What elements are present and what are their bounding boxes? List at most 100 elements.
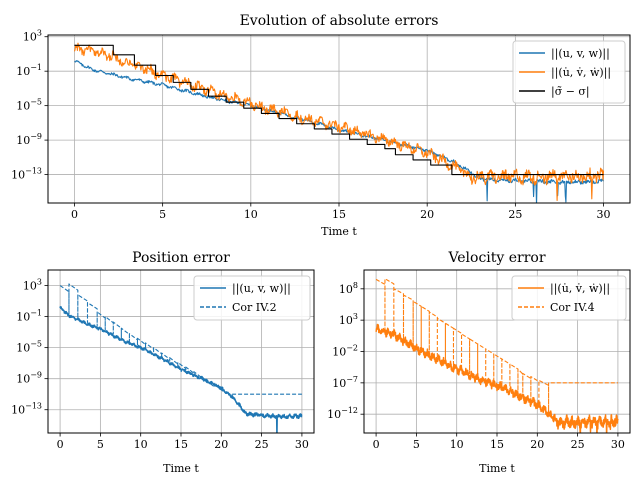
series-line xyxy=(375,278,618,415)
y-tick-base: 10 xyxy=(16,342,30,355)
x-tick-label: 30 xyxy=(611,438,625,451)
y-tick-exponent: 8 xyxy=(353,281,358,290)
y-tick-exponent: −5 xyxy=(30,340,42,349)
y-tick-exponent: 3 xyxy=(37,278,42,287)
y-tick-exponent: −13 xyxy=(25,167,42,176)
x-tick-label: 10 xyxy=(450,438,464,451)
legend-label: Cor IV.2 xyxy=(232,301,277,314)
y-tick-base: 10 xyxy=(332,346,346,359)
x-tick-label: 15 xyxy=(174,438,188,451)
x-tick-label: 5 xyxy=(159,208,166,221)
y-tick-base: 10 xyxy=(16,373,30,386)
y-tick-base: 10 xyxy=(327,408,341,421)
y-tick-label: 108 xyxy=(339,281,358,296)
chart-position-xlabel: Time t xyxy=(163,462,199,475)
y-tick-label: 10−9 xyxy=(16,132,42,147)
y-tick-exponent: 3 xyxy=(353,312,358,321)
y-tick-base: 10 xyxy=(332,377,346,390)
y-tick-base: 10 xyxy=(339,314,353,327)
y-tick-label: 10−7 xyxy=(332,375,358,390)
legend-label: ||(u̇, v̇, ẇ)|| xyxy=(551,66,611,80)
y-tick-exponent: −2 xyxy=(346,344,358,353)
series-group xyxy=(59,283,303,433)
y-tick-exponent: −9 xyxy=(30,371,42,380)
chart-top-xlabel: Time t xyxy=(321,225,357,238)
x-tick-label: 5 xyxy=(413,438,420,451)
x-tick-label: 20 xyxy=(420,208,434,221)
y-tick-label: 10−5 xyxy=(16,98,42,113)
y-tick-exponent: −1 xyxy=(30,309,42,318)
series-line xyxy=(59,283,302,398)
y-tick-base: 10 xyxy=(16,65,30,78)
y-tick-label: 10−13 xyxy=(11,167,42,182)
x-tick-label: 20 xyxy=(214,438,228,451)
y-tick-base: 10 xyxy=(23,31,37,44)
x-tick-label: 30 xyxy=(597,208,611,221)
series-line xyxy=(375,323,619,433)
series-group xyxy=(73,42,605,203)
y-tick-exponent: −9 xyxy=(30,132,42,141)
series-line xyxy=(59,306,303,433)
chart-velocity-xlabel: Time t xyxy=(479,462,515,475)
y-tick-label: 103 xyxy=(23,29,42,44)
chart-top-series xyxy=(73,42,605,203)
y-tick-exponent: −12 xyxy=(341,406,358,415)
y-tick-base: 10 xyxy=(16,100,30,113)
y-tick-base: 10 xyxy=(16,311,30,324)
chart-position-series xyxy=(59,283,303,433)
y-tick-base: 10 xyxy=(23,280,37,293)
legend-label: Cor IV.4 xyxy=(550,301,595,314)
y-tick-exponent: −7 xyxy=(346,375,358,384)
y-tick-exponent: −5 xyxy=(30,98,42,107)
x-tick-label: 10 xyxy=(244,208,258,221)
y-tick-exponent: −13 xyxy=(25,402,42,411)
chart-velocity-series xyxy=(375,278,619,433)
chart-position-title: Position error xyxy=(132,250,230,266)
chart-top-legend: ||(u, v, w)|| ||(u̇, v̇, ẇ)|| |σ̃ − σ| xyxy=(512,40,626,104)
chart-top: Evolution of absolute errors 0 5 10 15 20 25 3… xyxy=(11,13,631,238)
x-tick-label: 25 xyxy=(255,438,269,451)
y-tick-label: 10−2 xyxy=(332,344,358,359)
chart-velocity-title: Velocity error xyxy=(447,250,545,266)
y-tick-label: 103 xyxy=(23,278,42,293)
legend-box xyxy=(511,275,627,321)
y-tick-label: 103 xyxy=(339,312,358,327)
chart-top-title: Evolution of absolute errors xyxy=(240,13,439,29)
legend-label: ||(u̇, v̇, ẇ)|| xyxy=(550,282,610,296)
y-tick-label: 10−12 xyxy=(327,406,358,421)
x-tick-label: 0 xyxy=(57,438,64,451)
series-group xyxy=(375,278,619,433)
x-tick-label: 5 xyxy=(97,438,104,451)
y-tick-label: 10−9 xyxy=(16,371,42,386)
legend-box xyxy=(512,40,626,104)
y-tick-label: 10−1 xyxy=(16,63,42,78)
chart-position-legend: ||(u, v, w)|| Cor IV.2 xyxy=(193,275,311,321)
x-tick-label: 25 xyxy=(571,438,585,451)
legend-box xyxy=(193,275,311,321)
legend-label: |σ̃ − σ| xyxy=(551,85,590,99)
chart-velocity-legend: ||(u̇, v̇, ẇ)|| Cor IV.4 xyxy=(511,275,627,321)
x-tick-label: 15 xyxy=(490,438,504,451)
y-tick-base: 10 xyxy=(11,404,25,417)
x-tick-label: 10 xyxy=(134,438,148,451)
legend-label: ||(u, v, w)|| xyxy=(232,282,291,296)
series-line xyxy=(73,42,605,202)
y-tick-base: 10 xyxy=(16,134,30,147)
x-tick-label: 0 xyxy=(71,208,78,221)
y-tick-base: 10 xyxy=(339,283,353,296)
x-tick-label: 30 xyxy=(295,438,309,451)
y-tick-base: 10 xyxy=(11,169,25,182)
x-tick-label: 20 xyxy=(530,438,544,451)
legend-label: ||(u, v, w)|| xyxy=(551,47,610,61)
y-tick-label: 10−1 xyxy=(16,309,42,324)
x-tick-label: 15 xyxy=(332,208,346,221)
y-tick-label: 10−13 xyxy=(11,402,42,417)
x-tick-label: 25 xyxy=(508,208,522,221)
series-line xyxy=(74,44,604,176)
